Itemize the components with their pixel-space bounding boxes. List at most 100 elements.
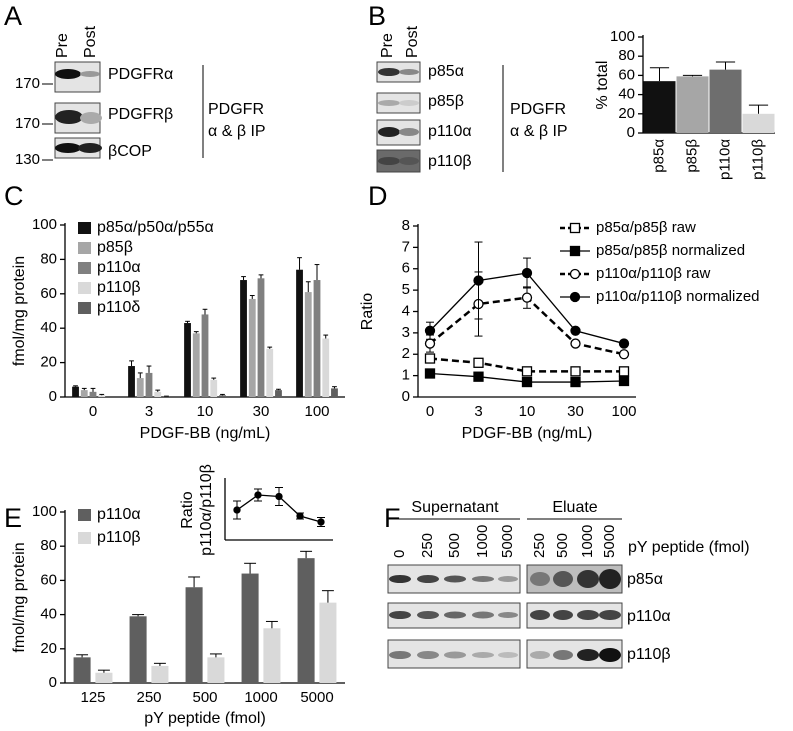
lane-label: 5000 — [499, 525, 516, 558]
y-tick-label: 100 — [32, 503, 57, 520]
bar — [145, 372, 153, 397]
band — [553, 650, 573, 660]
y-tick-label: 20 — [40, 640, 57, 657]
panel-label: F — [384, 503, 401, 533]
bar — [128, 366, 135, 397]
lane-label: 1000 — [579, 525, 596, 558]
y-tick-label: 0 — [49, 388, 57, 405]
band — [472, 611, 494, 619]
x-tick-label: 0 — [426, 403, 434, 420]
bar — [322, 338, 330, 397]
x-tick-label: p85α — [650, 139, 667, 173]
legend-label: p110α — [97, 506, 141, 523]
x-axis-label: PDGF-BB (ng/mL) — [462, 425, 593, 442]
x-tick-label: 3 — [474, 403, 482, 420]
y-tick-label: 20 — [40, 354, 57, 371]
y-tick-label: 6 — [402, 260, 410, 277]
bar — [72, 386, 79, 397]
lane-label: 500 — [446, 533, 463, 558]
legend-marker — [569, 222, 581, 234]
mw-label: 170 — [15, 115, 40, 132]
band — [530, 651, 550, 659]
legend-marker — [569, 291, 581, 303]
marker — [233, 506, 241, 514]
y-tick-label: 80 — [40, 537, 57, 554]
x-axis-label: pY peptide (fmol) — [144, 710, 266, 727]
legend-label: p110α/p110β normalized — [596, 288, 760, 305]
band — [389, 651, 411, 659]
marker — [618, 338, 630, 349]
protein-label: p110α — [627, 608, 671, 625]
marker — [424, 325, 436, 336]
band — [577, 649, 599, 661]
legend-swatch — [78, 532, 91, 544]
bar — [742, 113, 775, 133]
legend-swatch — [78, 282, 91, 294]
x-tick-label: 100 — [611, 403, 636, 420]
band — [417, 611, 439, 619]
band — [444, 575, 466, 583]
protein-label: p85α — [627, 571, 663, 588]
bar — [210, 379, 218, 397]
bar — [98, 395, 106, 397]
marker — [473, 371, 484, 382]
legend-marker — [569, 268, 581, 280]
y-tick-label: 40 — [40, 319, 57, 336]
legend-label: p110α — [97, 259, 141, 276]
band — [599, 648, 621, 662]
band — [530, 610, 550, 620]
x-tick-label: 5000 — [300, 689, 333, 706]
bar — [331, 388, 338, 397]
bar — [304, 292, 312, 397]
legend-label: p85α/p50α/p55α — [97, 219, 214, 236]
band — [80, 71, 100, 77]
marker — [275, 492, 283, 501]
x-axis-label: PDGF-BB (ng/mL) — [140, 425, 271, 442]
x-tick-label: 500 — [192, 689, 217, 706]
lane-title: pY peptide (fmol) — [628, 539, 750, 556]
bar — [89, 391, 97, 397]
bar — [296, 269, 303, 397]
band — [389, 611, 411, 619]
lane-label: Post — [82, 25, 99, 58]
ip-label: PDGFR — [208, 101, 264, 118]
protein-label: βCOP — [108, 143, 152, 160]
panel-label: C — [4, 181, 24, 211]
y-tick-label: 5 — [402, 281, 410, 298]
protein-label: p110β — [428, 153, 472, 170]
band — [472, 576, 494, 582]
lane-label: Pre — [54, 33, 71, 58]
legend-label: p110β — [97, 279, 141, 296]
bar — [129, 616, 147, 683]
band — [498, 576, 518, 582]
marker — [424, 353, 436, 364]
band — [599, 610, 621, 620]
marker — [521, 376, 533, 388]
lane-label: 1000 — [474, 525, 491, 558]
legend-label: p110δ — [97, 299, 140, 316]
y-tick-label: 7 — [402, 238, 410, 255]
bar — [151, 665, 169, 683]
marker — [521, 292, 533, 303]
bar — [248, 298, 256, 397]
bar — [136, 378, 144, 397]
panel-label: E — [4, 503, 22, 533]
bar — [80, 390, 88, 397]
protein-label: p110α — [428, 123, 472, 140]
band — [378, 68, 400, 76]
lane-label: 0 — [391, 550, 408, 558]
bar — [184, 323, 191, 397]
ip-label: α & β IP — [510, 123, 568, 140]
bar — [201, 314, 209, 397]
band — [553, 571, 573, 587]
marker — [424, 368, 436, 379]
marker — [521, 267, 533, 279]
band — [399, 100, 419, 106]
band — [577, 610, 599, 620]
bar — [319, 602, 337, 683]
band — [399, 157, 419, 165]
mw-label: 130 — [15, 151, 40, 168]
marker — [570, 338, 581, 349]
x-tick-label: p110α — [716, 139, 733, 180]
